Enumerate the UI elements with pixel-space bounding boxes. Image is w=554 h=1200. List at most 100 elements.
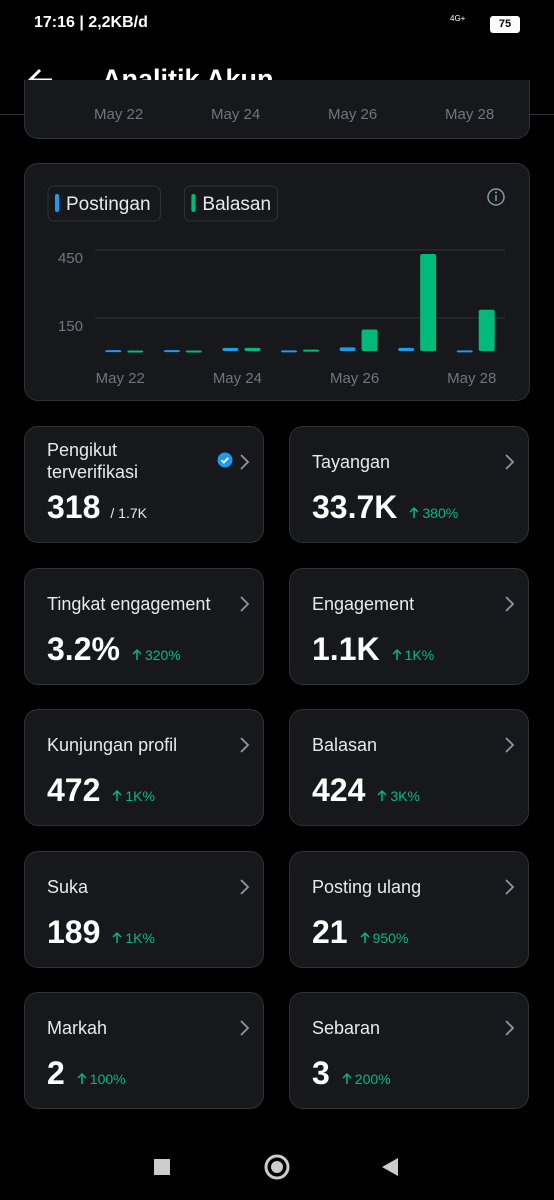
- card-value: 21 950%: [312, 913, 409, 950]
- bar: [127, 350, 144, 353]
- card-change: 3K%: [377, 788, 420, 804]
- bar: [105, 350, 122, 353]
- previous-chart-card: May 22 May 24 May 26 May 28: [24, 80, 530, 139]
- legend-label: Postingan: [66, 194, 151, 215]
- card-title: Posting ulang: [312, 876, 422, 897]
- card-change-value: 1K%: [125, 788, 155, 804]
- metric-card[interactable]: Suka 189 1K%: [24, 850, 264, 968]
- card-change-value: 380%: [422, 505, 459, 521]
- bar: [185, 350, 202, 353]
- status-network: 4G+: [450, 14, 466, 23]
- bar: [281, 350, 297, 353]
- card-value: 2 100%: [47, 1055, 126, 1091]
- bar: [339, 347, 356, 351]
- card-title: Sebaran: [312, 1018, 381, 1038]
- card-change: 200%: [342, 1071, 391, 1087]
- nav-home[interactable]: [264, 1154, 290, 1180]
- nav-back[interactable]: [382, 1158, 398, 1176]
- metric-card[interactable]: Tayangan 33.7K 380%: [289, 426, 529, 543]
- x-tick-label: May 26: [330, 370, 379, 387]
- card-title: Kunjungan profil: [47, 735, 178, 755]
- prev-x-label: May 28: [445, 106, 495, 123]
- card-title: Markah: [47, 1018, 108, 1038]
- bar: [303, 349, 319, 352]
- card-change-value: 3K%: [390, 788, 420, 804]
- legend-swatch: [55, 194, 59, 212]
- status-battery: 75: [490, 16, 520, 33]
- card-change-value: 200%: [354, 1071, 391, 1087]
- card-value: 189 1K%: [47, 913, 155, 950]
- card-value: 1.1K 1K%: [312, 630, 435, 667]
- bar: [222, 347, 239, 351]
- card-change-value: 1K%: [125, 929, 155, 946]
- chevron: [239, 878, 251, 901]
- nav-recent[interactable]: [154, 1159, 170, 1175]
- card-title: Tayangan: [312, 452, 391, 472]
- card-title: Pengikut terverifikasi: [47, 440, 139, 482]
- bar: [420, 253, 437, 351]
- metric-card[interactable]: Tingkat engagement 3.2% 320%: [24, 567, 264, 685]
- card-value: 318/ 1.7K: [47, 489, 147, 525]
- metric-card[interactable]: Kunjungan profil 472 1K%: [24, 709, 264, 826]
- y-tick-label: 150: [58, 318, 83, 335]
- bar: [361, 329, 378, 351]
- chevron: [239, 736, 251, 759]
- card-value: 424 3K%: [312, 772, 420, 808]
- card-change: 1K%: [392, 646, 435, 663]
- metric-card[interactable]: Balasan 424 3K%: [289, 709, 529, 826]
- chevron: [239, 453, 251, 476]
- metric-card[interactable]: Sebaran 3 200%: [289, 992, 529, 1109]
- legend-swatch: [191, 194, 196, 212]
- card-change: 1K%: [112, 930, 155, 946]
- chevron: [239, 595, 251, 618]
- chevron: [504, 1019, 516, 1042]
- metric-card[interactable]: Posting ulang 21 950%: [289, 850, 529, 968]
- card-value: 472 1K%: [47, 772, 155, 808]
- card-change: 320%: [132, 647, 181, 663]
- chart-card: [24, 163, 530, 401]
- metric-card[interactable]: Markah 2 100%: [24, 992, 264, 1109]
- chevron: [504, 878, 516, 901]
- card-change-value: 100%: [89, 1071, 126, 1087]
- card-change-value: 950%: [372, 929, 409, 946]
- card-sub: / 1.7K: [110, 505, 147, 521]
- bar: [456, 350, 473, 353]
- x-tick-label: May 28: [447, 370, 496, 387]
- chart: 150 450 Postingan Balasan May 22 May 24 May 26…: [47, 185, 505, 387]
- legend-chip: [47, 185, 161, 222]
- card-change: 380%: [409, 505, 458, 521]
- chevron: [504, 736, 516, 759]
- card-title: Suka: [47, 876, 89, 897]
- prev-x-label: May 22: [94, 106, 144, 123]
- bar: [244, 347, 261, 351]
- card-change-value: 320%: [144, 646, 181, 663]
- bar: [163, 350, 180, 353]
- card-title: Engagement: [312, 593, 415, 614]
- card-change: 1K%: [112, 788, 155, 804]
- x-tick-label: May 24: [213, 370, 262, 387]
- chevron: [239, 1019, 251, 1042]
- bar: [478, 309, 495, 351]
- card-change-value: 1K%: [404, 646, 435, 663]
- card-value: 3 200%: [312, 1055, 391, 1091]
- prev-x-label: May 24: [211, 106, 261, 123]
- card-change: 950%: [360, 929, 409, 946]
- status-time: 17:16 | 2,2KB/d: [34, 14, 148, 31]
- metric-card[interactable]: Engagement 1.1K 1K%: [289, 567, 529, 685]
- card-value: 33.7K 380%: [312, 489, 459, 525]
- verified-badge: [217, 452, 233, 473]
- prev-x-label: May 26: [328, 106, 378, 123]
- x-tick-label: May 22: [96, 370, 145, 387]
- card-change: 100%: [77, 1071, 126, 1087]
- bar: [398, 347, 415, 351]
- chevron: [504, 595, 516, 618]
- card-value: 3.2% 320%: [47, 630, 181, 667]
- card-title: Balasan: [312, 735, 378, 755]
- y-tick-label: 450: [58, 250, 83, 267]
- nav-bar: [154, 1154, 398, 1180]
- chevron: [504, 453, 516, 476]
- card-title: Tingkat engagement: [47, 593, 211, 614]
- legend-label: Balasan: [202, 194, 271, 215]
- metric-card[interactable]: Pengikut terverifikasi 318/ 1.7K: [24, 426, 264, 543]
